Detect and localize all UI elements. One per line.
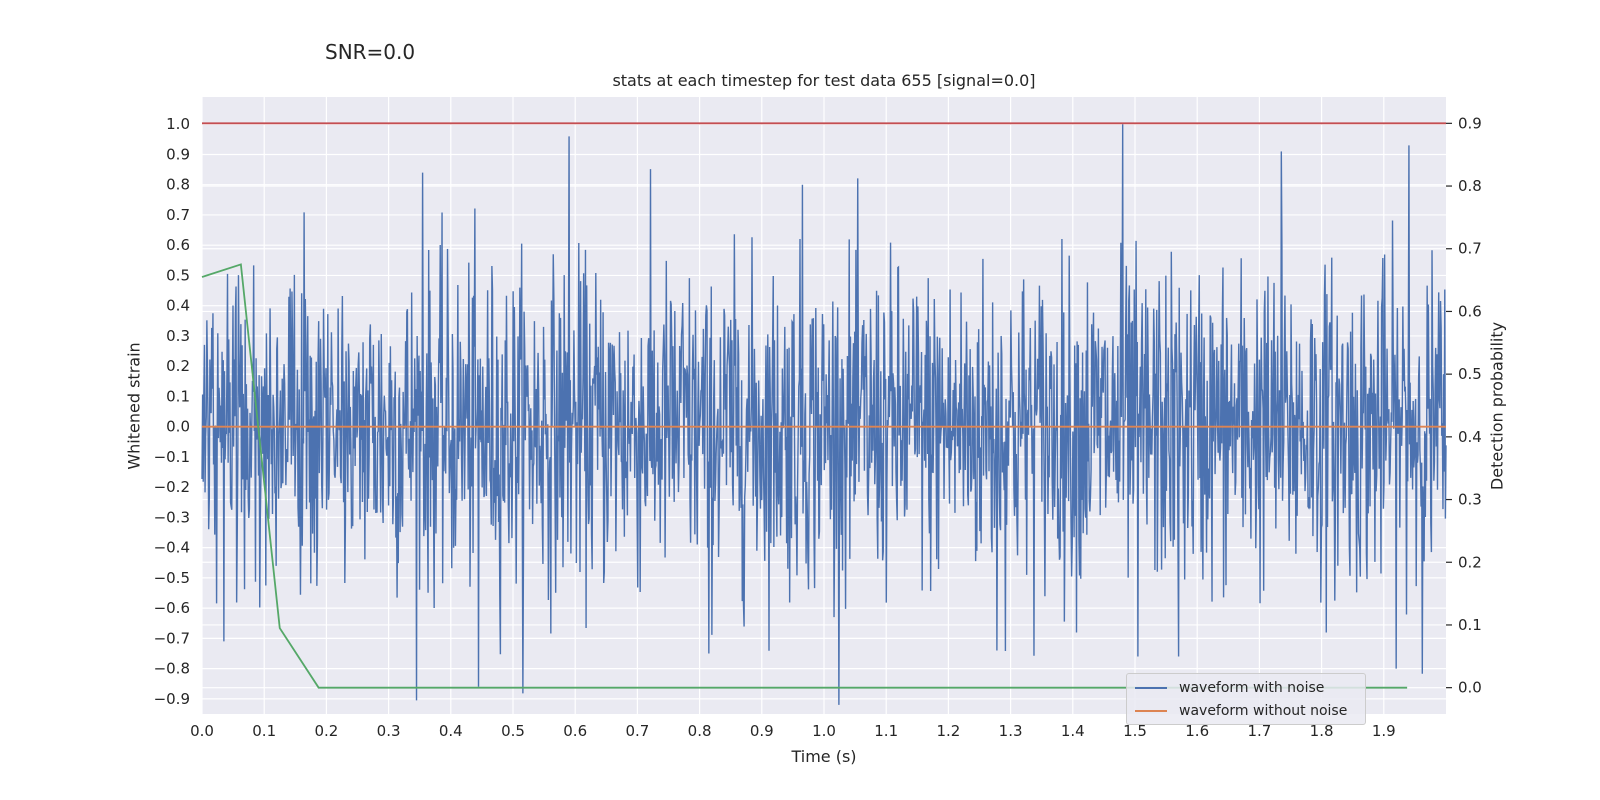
y2-tick-label: 0.2 [1458, 553, 1482, 571]
y-tick-label: 0.8 [166, 176, 190, 194]
x-tick-label: 0.2 [314, 722, 338, 740]
y-tick-label: −0.7 [154, 629, 190, 647]
y2-tick-label: 0.4 [1458, 428, 1482, 446]
x-tick-label: 1.1 [874, 722, 898, 740]
legend-label-noisy: waveform with noise [1179, 680, 1325, 696]
y-tick-label: 0.5 [166, 266, 190, 284]
legend-swatch-noisy [1135, 687, 1167, 689]
y2-tick-label: 0.1 [1458, 616, 1482, 634]
series-waveform-with-noise [201, 124, 1447, 705]
y2-axis-label: Detection probability [1487, 321, 1507, 491]
legend-label-clean: waveform without noise [1179, 703, 1348, 719]
legend-item-noisy: waveform with noise [1135, 678, 1324, 698]
tick-layer: 0.0 0.1 0.2 0.3 0.4 0.5 0.6 0.7 0.8 0.9 1.0 1.1 1.2 1… [154, 114, 1482, 740]
x-tick-label: 0.7 [625, 722, 649, 740]
y2-tick-label: 0.7 [1458, 240, 1482, 258]
y-tick-label: −0.1 [154, 448, 190, 466]
series-layer [201, 122, 1447, 705]
y-tick-label: 0.9 [166, 145, 190, 163]
y-tick-label: 0.2 [166, 357, 190, 375]
x-tick-label: 0.1 [252, 722, 276, 740]
legend-swatch-clean [1135, 710, 1167, 712]
y2-tick-label: 0.3 [1458, 491, 1482, 509]
y-tick-label: 0.6 [166, 236, 190, 254]
y-tick-label: 0.3 [166, 327, 190, 345]
x-tick-label: 1.5 [1123, 722, 1147, 740]
y-tick-label: −0.3 [154, 508, 190, 526]
y-tick-label: −0.9 [154, 690, 190, 708]
x-tick-label: 1.0 [812, 722, 836, 740]
x-tick-label: 0.5 [501, 722, 525, 740]
x-tick-label: 1.2 [936, 722, 960, 740]
y2-tick-label: 0.9 [1458, 114, 1482, 132]
x-tick-label: 1.7 [1247, 722, 1271, 740]
y-tick-label: −0.6 [154, 599, 190, 617]
y-tick-label: −0.2 [154, 478, 190, 496]
y2-tick-label: 0.5 [1458, 365, 1482, 383]
x-tick-label: 0.4 [439, 722, 463, 740]
grid-layer [201, 97, 1446, 714]
y-axis-label: Whitened strain [124, 342, 144, 470]
x-tick-label: 1.4 [1061, 722, 1085, 740]
x-tick-label: 1.9 [1372, 722, 1396, 740]
y-tick-label: −0.4 [154, 539, 190, 557]
x-axis-label: Time (s) [791, 747, 857, 766]
chart-title: stats at each timestep for test data 655… [612, 71, 1036, 90]
snr-label: SNR=0.0 [325, 40, 416, 64]
y-tick-label: 0.1 [166, 387, 190, 405]
x-tick-label: 0.6 [563, 722, 587, 740]
legend: waveform with noise waveform without noi… [1126, 673, 1366, 725]
x-tick-label: 1.8 [1310, 722, 1334, 740]
y-tick-label: 1.0 [166, 115, 190, 133]
x-tick-label: 0.0 [190, 722, 214, 740]
y-tick-label: 0.0 [166, 418, 190, 436]
y-tick-label: −0.5 [154, 569, 190, 587]
y2-tick-label: 0.6 [1458, 302, 1482, 320]
y-tick-label: 0.4 [166, 297, 190, 315]
y-tick-label: 0.7 [166, 206, 190, 224]
x-tick-label: 0.9 [750, 722, 774, 740]
y-tick-label: −0.8 [154, 660, 190, 678]
x-tick-label: 0.3 [377, 722, 401, 740]
x-tick-label: 1.3 [999, 722, 1023, 740]
legend-item-clean: waveform without noise [1135, 701, 1347, 721]
y2-tick-label: 0.0 [1458, 679, 1482, 697]
y2-tick-label: 0.8 [1458, 177, 1482, 195]
series-detection-probability [201, 263, 1408, 689]
x-tick-label: 1.6 [1185, 722, 1209, 740]
x-tick-label: 0.8 [688, 722, 712, 740]
